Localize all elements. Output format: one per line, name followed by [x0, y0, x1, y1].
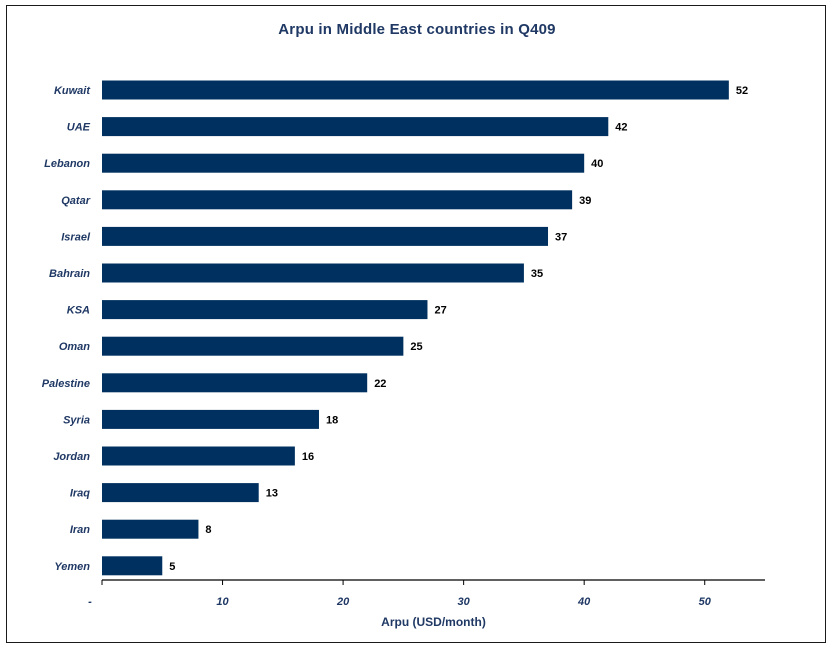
bar-israel	[102, 226, 549, 246]
category-label: Palestine	[42, 378, 90, 390]
x-tick-label: -	[88, 596, 92, 608]
category-label: Iran	[70, 524, 90, 536]
category-label: KSA	[67, 305, 90, 317]
bar-palestine	[102, 373, 368, 393]
x-axis: - 10 20 30 40 50	[88, 579, 765, 608]
bar-kuwait	[102, 80, 729, 100]
bar-yemen	[102, 556, 163, 576]
x-tick-label: 10	[216, 596, 229, 608]
data-label: 52	[736, 85, 748, 97]
bar-iraq	[102, 483, 259, 503]
bar-qatar	[102, 190, 573, 210]
bar-bahrain	[102, 263, 524, 283]
data-label: 18	[326, 414, 338, 426]
bar-oman	[102, 336, 404, 356]
x-axis-title: Arpu (USD/month)	[381, 615, 486, 629]
category-label: Lebanon	[44, 158, 90, 170]
category-label: Qatar	[61, 195, 90, 207]
category-label: Kuwait	[54, 85, 91, 97]
category-label: UAE	[67, 122, 91, 134]
chart-title: Arpu in Middle East countries in Q409	[278, 21, 556, 38]
category-label: Iraq	[70, 488, 90, 500]
data-label: 40	[591, 158, 603, 170]
bars-layer	[102, 80, 729, 576]
bar-syria	[102, 409, 319, 429]
category-label: Syria	[63, 414, 90, 426]
category-label: Israel	[61, 231, 91, 243]
bar-lebanon	[102, 153, 585, 173]
x-tick-label: 50	[699, 596, 712, 608]
category-label: Oman	[59, 341, 90, 353]
bar-iran	[102, 519, 199, 539]
bar-uae	[102, 117, 609, 137]
category-label: Bahrain	[49, 268, 90, 280]
category-label: Jordan	[53, 451, 90, 463]
x-tick-label: 20	[336, 596, 350, 608]
data-label: 39	[579, 195, 591, 207]
data-label: 8	[205, 524, 211, 536]
data-label: 5	[169, 561, 175, 573]
x-tick-label: 40	[577, 596, 591, 608]
data-label: 16	[302, 451, 314, 463]
data-label: 42	[615, 122, 627, 134]
category-label: Yemen	[54, 561, 90, 573]
data-label: 13	[266, 488, 278, 500]
data-label: 35	[531, 268, 543, 280]
data-label: 27	[434, 305, 446, 317]
data-label: 37	[555, 231, 567, 243]
labels-layer: Kuwait 52 UAE 42 Lebanon 40 Qatar 39 Israel 37 Bah…	[42, 85, 748, 573]
x-tick-label: 30	[458, 596, 471, 608]
bar-ksa	[102, 300, 428, 320]
data-label: 22	[374, 378, 386, 390]
bar-jordan	[102, 446, 295, 466]
data-label: 25	[410, 341, 422, 353]
